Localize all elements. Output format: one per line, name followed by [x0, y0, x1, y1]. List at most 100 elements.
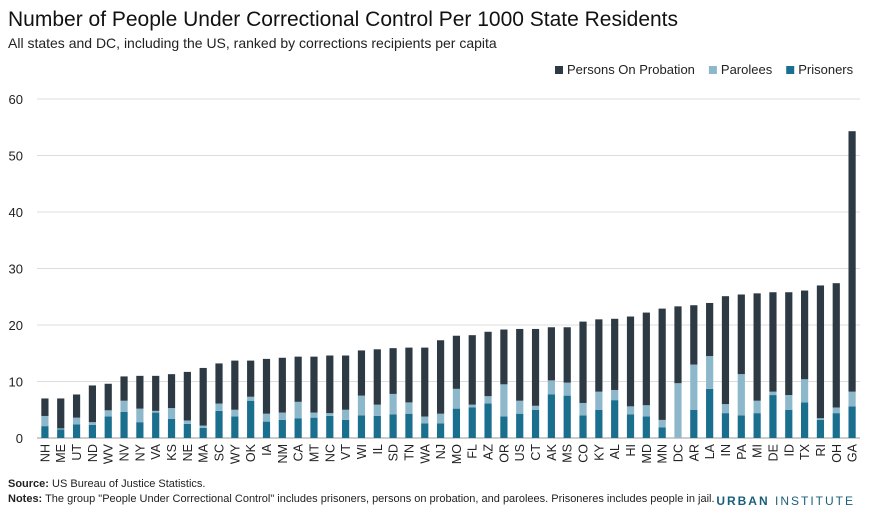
bar-parolees: [247, 396, 255, 401]
bar-parolees: [326, 413, 334, 416]
notes-label: Notes:: [8, 493, 43, 505]
bar-prisoners: [183, 423, 191, 438]
bar-persons-on-probation: [57, 398, 65, 429]
x-tick-label: VA: [149, 443, 163, 459]
bar-persons-on-probation: [247, 360, 255, 397]
x-tick-label: NC: [323, 444, 337, 462]
bar-prisoners: [405, 413, 413, 438]
bar-persons-on-probation: [326, 355, 334, 414]
x-tick-label: FL: [466, 444, 480, 459]
brand-part1: URBAN: [716, 494, 770, 508]
bar-prisoners: [231, 416, 239, 438]
bar-parolees: [262, 413, 271, 422]
bar-prisoners: [816, 419, 825, 438]
bar-parolees: [595, 391, 603, 410]
bar-parolees: [500, 384, 508, 417]
notes-note: Notes: The group "People Under Correctio…: [8, 493, 715, 505]
bar-persons-on-probation: [373, 349, 381, 405]
bar-parolees: [579, 402, 587, 416]
x-tick-label: AZ: [482, 444, 496, 460]
bar-prisoners: [611, 400, 619, 438]
x-tick-label: PA: [735, 443, 749, 459]
bar-persons-on-probation: [152, 375, 160, 411]
bar-prisoners: [72, 424, 81, 438]
bar-prisoners: [801, 402, 809, 438]
x-tick-label: LA: [703, 443, 717, 459]
bar-persons-on-probation: [611, 318, 619, 390]
bar-parolees: [468, 404, 476, 408]
x-tick-label: VT: [339, 444, 353, 460]
bar-parolees: [753, 400, 761, 414]
bar-persons-on-probation: [484, 331, 492, 397]
x-tick-label: WY: [228, 443, 242, 464]
bar-prisoners: [626, 414, 635, 438]
bar-parolees: [278, 412, 286, 420]
bar-persons-on-probation: [468, 335, 476, 405]
bar-persons-on-probation: [753, 293, 761, 401]
bar-prisoners: [832, 413, 840, 438]
x-tick-label: ID: [782, 444, 796, 457]
bar-prisoners: [310, 417, 318, 438]
bar-parolees: [531, 405, 540, 410]
bar-prisoners: [753, 413, 761, 438]
bar-prisoners: [421, 423, 429, 438]
bar-prisoners: [199, 427, 207, 438]
x-tick-label: TX: [798, 443, 812, 460]
bar-parolees: [816, 418, 825, 420]
x-tick-label: US: [513, 444, 527, 461]
bar-persons-on-probation: [294, 356, 302, 402]
urban-institute-logo: URBAN INSTITUTE: [716, 494, 855, 508]
bar-parolees: [88, 422, 96, 426]
bar-persons-on-probation: [769, 292, 777, 392]
bar-persons-on-probation: [278, 357, 286, 413]
x-tick-label: KS: [165, 444, 179, 461]
y-tick-label: 10: [9, 375, 23, 390]
bar-parolees: [136, 408, 144, 423]
legend-swatch: [708, 66, 717, 74]
bar-persons-on-probation: [421, 347, 429, 417]
legend-swatch: [786, 66, 795, 74]
x-tick-label: AR: [687, 444, 701, 461]
x-tick-label: WA: [418, 443, 432, 463]
bar-persons-on-probation: [41, 398, 49, 416]
bar-prisoners: [326, 415, 334, 438]
chart-subtitle: All states and DC, including the US, ran…: [8, 35, 497, 51]
brand-part2: INSTITUTE: [769, 494, 855, 508]
bar-parolees: [848, 391, 856, 407]
bar-prisoners: [484, 403, 492, 438]
bar-parolees: [721, 404, 730, 414]
bar-parolees: [642, 405, 650, 417]
bar-parolees: [152, 410, 160, 413]
x-tick-label: HI: [624, 444, 638, 457]
x-tick-label: GA: [846, 443, 860, 462]
x-tick-label: RI: [814, 444, 828, 457]
bar-prisoners: [658, 427, 666, 438]
bar-persons-on-probation: [706, 302, 714, 357]
x-tick-label: CO: [577, 444, 591, 463]
legend-label: Parolees: [721, 62, 773, 77]
bar-parolees: [120, 400, 128, 413]
bar-persons-on-probation: [231, 360, 239, 410]
bar-persons-on-probation: [183, 371, 191, 421]
bar-persons-on-probation: [848, 131, 856, 392]
x-tick-label: UT: [70, 444, 84, 461]
bar-persons-on-probation: [832, 283, 840, 408]
bar-prisoners: [721, 413, 730, 438]
bar-parolees: [342, 409, 350, 420]
bar-parolees: [547, 380, 555, 395]
x-tick-label: ND: [86, 444, 100, 462]
bar-prisoners: [120, 412, 128, 438]
x-tick-label: MI: [751, 444, 765, 458]
x-tick-label: CT: [529, 444, 543, 461]
bar-parolees: [72, 417, 81, 425]
bar-prisoners: [262, 421, 271, 438]
bar-parolees: [405, 402, 413, 414]
bar-prisoners: [57, 429, 65, 438]
bar-parolees: [785, 395, 793, 410]
bar-persons-on-probation: [389, 348, 397, 394]
bar-prisoners: [152, 412, 160, 438]
bar-persons-on-probation: [120, 376, 128, 401]
bar-prisoners: [848, 406, 856, 438]
x-tick-label: NM: [276, 444, 290, 463]
bar-prisoners: [516, 413, 524, 438]
